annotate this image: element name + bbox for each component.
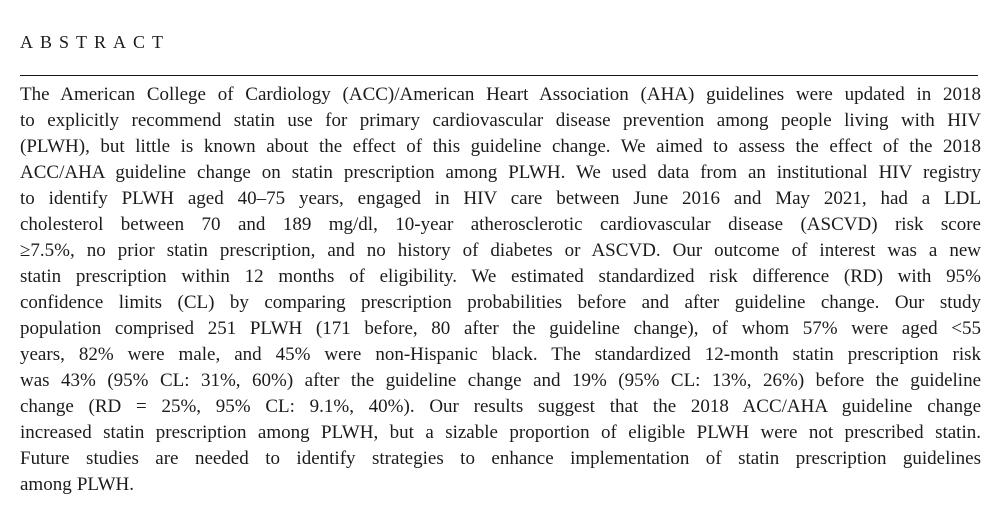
abstract-text-line: ≥7.5%, no prior statin prescription, and… <box>20 240 981 261</box>
abstract-text-line: among PLWH. <box>20 474 135 495</box>
abstract-heading: ABSTRACT <box>20 32 171 52</box>
abstract-text-line: ACC/AHA guideline change on statin presc… <box>20 162 981 183</box>
abstract-paragraph: The American College of Cardiology (ACC)… <box>20 82 981 498</box>
abstract-text-line: was 43% (95% CL: 31%, 60%) after the gui… <box>20 370 981 391</box>
heading-divider <box>20 75 978 76</box>
abstract-text-line: years, 82% were male, and 45% were non-H… <box>20 344 981 365</box>
abstract-text-line: (PLWH), but little is known about the ef… <box>20 136 981 157</box>
abstract-text-line: to identify PLWH aged 40–75 years, engag… <box>20 188 981 209</box>
abstract-text-line: increased statin prescription among PLWH… <box>20 422 981 443</box>
abstract-text-line: confidence limits (CL) by comparing pres… <box>20 292 981 313</box>
abstract-text-line: statin prescription within 12 months of … <box>20 266 981 287</box>
abstract-text-line: population comprised 251 PLWH (171 befor… <box>20 318 981 339</box>
abstract-text-line: Future studies are needed to identify st… <box>20 448 981 469</box>
abstract-text-line: change (RD = 25%, 95% CL: 9.1%, 40%). Ou… <box>20 396 981 417</box>
abstract-text-line: The American College of Cardiology (ACC)… <box>20 84 981 105</box>
abstract-text-line: cholesterol between 70 and 189 mg/dl, 10… <box>20 214 981 235</box>
abstract-text-line: to explicitly recommend statin use for p… <box>20 110 981 131</box>
